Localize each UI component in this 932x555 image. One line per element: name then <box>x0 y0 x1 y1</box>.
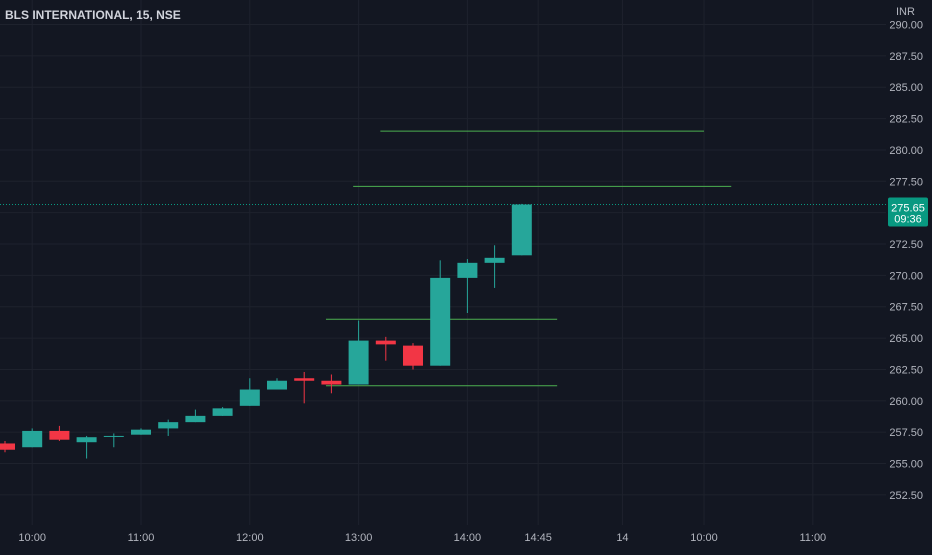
candle[interactable] <box>348 320 369 385</box>
candle[interactable] <box>321 374 342 394</box>
price-axis-label: 252.50 <box>889 490 923 502</box>
candle[interactable] <box>375 336 396 361</box>
time-axis-label: 14:00 <box>454 532 482 544</box>
price-marker-price: 275.65 <box>891 202 925 214</box>
candle[interactable] <box>0 440 15 453</box>
candle[interactable] <box>212 407 233 416</box>
time-axis-label: 13:00 <box>345 532 373 544</box>
candle-body[interactable] <box>239 389 260 406</box>
candle[interactable] <box>49 425 70 441</box>
price-axis-label: 290.00 <box>889 20 923 32</box>
candle-body[interactable] <box>430 277 451 366</box>
candle-body[interactable] <box>348 340 369 385</box>
candle-body[interactable] <box>131 429 151 435</box>
candle-body[interactable] <box>212 408 233 416</box>
price-axis-label: 282.50 <box>889 114 923 126</box>
candle[interactable] <box>430 260 451 366</box>
time-axis-label: 10:00 <box>690 532 718 544</box>
price-axis-label: 270.00 <box>889 270 923 282</box>
candle-body[interactable] <box>158 422 179 429</box>
candle-body[interactable] <box>375 340 396 345</box>
candle[interactable] <box>103 433 124 448</box>
candle[interactable] <box>131 428 151 435</box>
candle[interactable] <box>457 259 478 314</box>
time-axis-label: 11:00 <box>799 532 826 544</box>
price-axis-label: 277.50 <box>889 176 923 188</box>
time-axis[interactable]: 10:00 11:00 12:00 13:00 14:00 14:45 14 10:00 11:… <box>18 532 826 544</box>
time-axis-label: 14:45 <box>524 532 552 544</box>
candle[interactable] <box>158 419 179 436</box>
price-axis-label: 255.00 <box>889 459 923 471</box>
candle[interactable] <box>22 428 43 448</box>
price-axis-label: 287.50 <box>889 51 923 63</box>
candle[interactable] <box>294 371 315 404</box>
candle[interactable] <box>511 203 532 256</box>
price-marker: 275.65 09:36 <box>888 197 928 227</box>
time-axis-label: 14 <box>616 532 628 544</box>
price-axis-label: 265.00 <box>889 333 923 345</box>
candle[interactable] <box>185 409 206 423</box>
currency-label: INR <box>896 6 915 18</box>
candle-body[interactable] <box>49 430 70 440</box>
candles[interactable] <box>0 203 532 459</box>
candle-body[interactable] <box>22 430 43 448</box>
price-axis-label: 272.50 <box>889 239 923 251</box>
candle-body[interactable] <box>484 257 505 263</box>
candle[interactable] <box>484 245 505 288</box>
price-axis-label: 285.00 <box>889 82 923 94</box>
price-marker-countdown: 09:36 <box>894 213 922 225</box>
price-axis-label: 262.50 <box>889 364 923 376</box>
price-axis-label: 280.00 <box>889 145 923 157</box>
candle-body[interactable] <box>511 204 532 256</box>
candle-body[interactable] <box>185 415 206 423</box>
candle-body[interactable] <box>321 380 342 385</box>
symbol-title: BLS INTERNATIONAL, 15, NSE <box>5 8 181 22</box>
candle-body[interactable] <box>0 443 15 450</box>
candle-body[interactable] <box>267 380 287 390</box>
price-axis-label: 260.00 <box>889 396 923 408</box>
candle-body[interactable] <box>103 435 124 437</box>
price-axis-label: 257.50 <box>889 427 923 439</box>
price-marker-box <box>888 197 928 227</box>
time-axis-label: 10:00 <box>18 532 46 544</box>
candle-body[interactable] <box>457 262 478 278</box>
time-axis-label: 11:00 <box>128 532 155 544</box>
time-axis-label: 12:00 <box>236 532 264 544</box>
candle[interactable] <box>239 378 260 406</box>
price-axis-label: 267.50 <box>889 302 923 314</box>
candle-body[interactable] <box>294 378 315 381</box>
candle[interactable] <box>403 343 423 370</box>
candle-body[interactable] <box>76 437 97 443</box>
candle[interactable] <box>267 378 287 390</box>
candle[interactable] <box>76 435 97 459</box>
candle-body[interactable] <box>403 345 423 366</box>
